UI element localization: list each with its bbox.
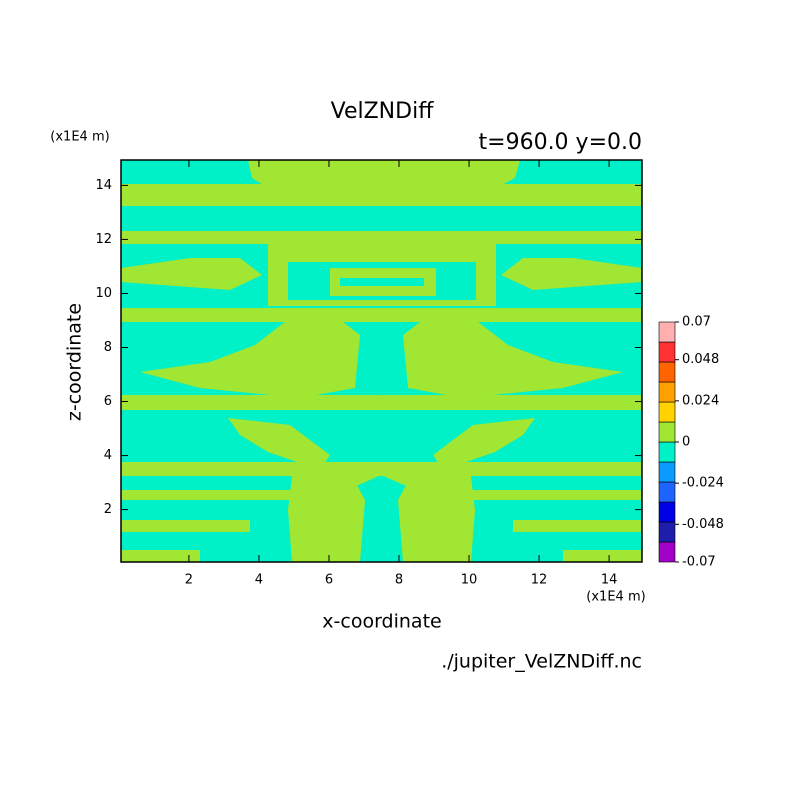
y-tick-label: 8 [104,340,112,355]
y-tick-label: 6 [104,394,112,409]
colorbar-swatch [658,341,676,363]
colorbar-swatch [658,381,676,403]
contour-region [121,520,250,532]
contour-region [471,490,642,500]
contour-region [140,312,360,398]
colorbar-label: 0 [682,435,690,450]
contour-region [121,258,262,290]
x-tick-label: 4 [255,573,263,588]
y-tick-label: 4 [104,448,112,463]
colorbar-swatch [658,481,676,503]
plot-frame [120,159,643,563]
contour-region [228,418,330,470]
contour-region [501,258,642,290]
x-axis-label: x-coordinate [322,611,441,633]
chart-title: VelZNDiff [331,99,435,124]
colorbar-label: -0.07 [682,555,716,570]
colorbar-label: -0.048 [682,517,724,532]
source-file: ./jupiter_VelZNDiff.nc [441,651,642,673]
x-tick-label: 6 [325,573,333,588]
contour-region [121,231,642,244]
y-axis-label: z-coordinate [64,303,86,421]
contour-region [288,472,365,562]
colorbar-label: 0.048 [682,352,719,367]
colorbar-swatch [658,461,676,483]
x-tick-label: 14 [601,573,618,588]
colorbar-swatch [658,441,676,463]
colorbar-swatch [658,541,676,563]
contour-region [121,184,642,206]
colorbar-label: -0.024 [682,476,724,491]
colorbar-swatch [658,501,676,523]
contour-region [121,395,642,410]
contour-region [433,418,535,470]
x-tick-label: 12 [531,573,548,588]
x-tick-label: 8 [395,573,403,588]
contour-region [121,308,642,322]
colorbar-label: 0.07 [682,315,711,330]
colorbar-label: 0.024 [682,393,719,408]
contour-region [398,472,475,562]
colorbar-swatch [658,421,676,443]
colorbar-swatch [658,401,676,423]
colorbar-swatch [658,521,676,543]
y-tick-label: 2 [104,502,112,517]
x-tick-label: 10 [461,573,478,588]
contour-region [403,312,623,398]
y-tick-label: 10 [95,286,112,301]
field-background [121,160,642,562]
colorbar-swatch [658,361,676,383]
x-unit: (x1E4 m) [586,590,645,605]
contour-region [121,550,200,562]
y-tick-label: 12 [95,232,112,247]
contour-region [248,160,520,186]
y-unit: (x1E4 m) [50,130,109,145]
contour-region [310,395,452,410]
contour-region [563,550,642,562]
contour-region [121,490,292,500]
x-tick-label: 2 [185,573,193,588]
subtitle: t=960.0 y=0.0 [479,130,642,155]
contour-region [340,278,424,286]
contour-region [335,462,428,492]
y-tick-label: 14 [95,178,112,193]
colorbar-swatch [658,321,676,343]
contour-region [513,520,642,532]
